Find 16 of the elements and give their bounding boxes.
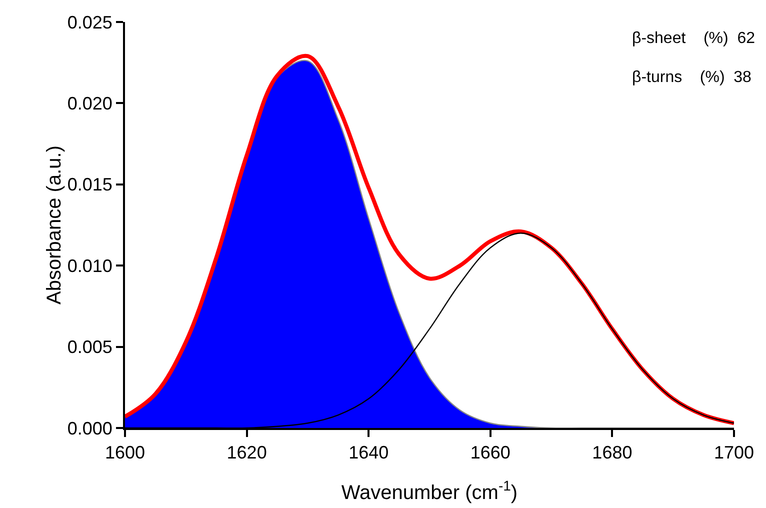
annotation: β-sheet (%) 62 — [632, 30, 756, 47]
y-tick-label: 0.000 — [67, 418, 112, 438]
y-axis-title: Absorbance (a.u.) — [43, 146, 66, 304]
y-tick-label: 0.005 — [67, 337, 112, 358]
x-tick-label: 1640 — [348, 442, 389, 463]
y-tick-label: 0.020 — [67, 94, 112, 114]
x-tick-label: 1660 — [470, 442, 510, 463]
x-axis-title: Wavenumber (cm$^{-1}$) — [341, 478, 518, 504]
x-tick-label: 1680 — [592, 442, 632, 463]
y-tick-label: 0.015 — [67, 174, 112, 195]
y-tick-label: 0.010 — [67, 256, 112, 276]
annotation: β-turns (%) 38 — [632, 69, 752, 86]
x-tick-label: 1620 — [226, 442, 267, 463]
y-tick-label: 0.025 — [67, 12, 112, 32]
x-tick-label: 1600 — [104, 442, 146, 463]
x-tick-label: 1700 — [714, 442, 754, 463]
